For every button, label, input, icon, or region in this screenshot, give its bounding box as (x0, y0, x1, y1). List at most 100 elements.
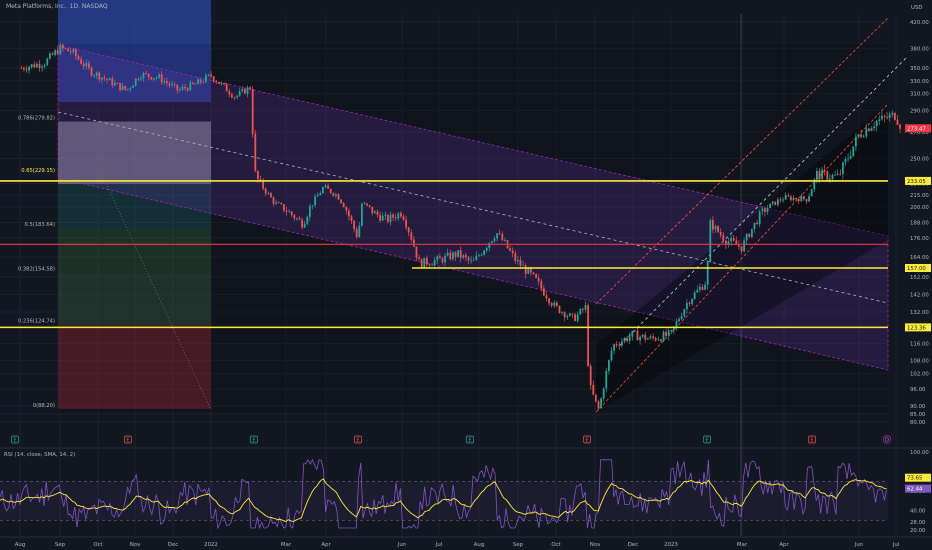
candle-body (163, 81, 166, 83)
candle-body (800, 196, 803, 202)
candle-body (688, 303, 691, 304)
candle-body (680, 316, 683, 320)
candle-body (522, 265, 524, 267)
price-tick-label: 142.00 (910, 292, 929, 298)
symbol-exchange: NASDAQ (81, 3, 108, 10)
earnings-marker[interactable]: E (354, 435, 362, 444)
candle-body (488, 242, 491, 248)
candle-body (623, 338, 626, 342)
candle-body (782, 199, 784, 201)
candle-body (550, 303, 553, 306)
candle-body (691, 298, 693, 304)
time-tick-label: Aug (474, 542, 485, 548)
overlay-lines[interactable] (0, 180, 888, 329)
candle-body (509, 248, 511, 251)
candle-body (72, 49, 75, 53)
candle-body (350, 216, 353, 221)
time-axis[interactable]: Aug Sep Oct Nov Dec 2022 Mar Apr Jun Jul Aug Sep Oct… (0, 536, 932, 548)
price-tick-label: 132.00 (910, 310, 929, 316)
candle-body (158, 74, 160, 78)
candle-body (142, 73, 145, 79)
descending-channel (57, 44, 889, 371)
time-tick-label: Mar (281, 542, 292, 548)
price-tick-label: 290.00 (910, 109, 929, 115)
candle-body (246, 87, 249, 94)
candle-body (594, 394, 597, 402)
candle-body (407, 227, 410, 233)
price-tick-label: 96.00 (910, 387, 926, 393)
candle-body (150, 76, 153, 80)
candle-body (865, 128, 868, 137)
candle-body (249, 87, 251, 90)
candle-body (197, 79, 199, 85)
candle-body (392, 214, 394, 218)
earnings-marker[interactable]: E (250, 435, 258, 444)
candle-body (441, 258, 444, 263)
candle-body (33, 64, 36, 68)
time-tick-label: Dec (628, 542, 638, 548)
candle-body (303, 223, 306, 228)
candle-body (818, 170, 821, 180)
candle-body (870, 128, 873, 131)
candle-body (59, 44, 62, 55)
earnings-marker[interactable]: E (583, 435, 591, 444)
rsi-pane[interactable]: RSI (14, close, SMA, 14, 2)100.0060.0040… (0, 447, 932, 534)
earnings-marker-box (808, 435, 816, 444)
candle-body (397, 213, 400, 219)
candle-body (415, 246, 418, 258)
price-axis[interactable]: USD 420.00 380.00 350.00 330.00 310.00 290.00 2… (905, 5, 931, 426)
candle-body (896, 119, 899, 125)
rsi-tick-label: 20.00 (910, 528, 926, 534)
candle-body (342, 203, 345, 208)
candle-body (480, 254, 483, 256)
price-tick-label: 420.00 (910, 20, 929, 26)
candle-body (675, 321, 678, 327)
candle-body (402, 216, 405, 220)
earnings-marker[interactable]: E (808, 435, 816, 444)
candle-body (433, 260, 436, 265)
candle-body (202, 82, 205, 83)
candle-body (592, 384, 595, 395)
candle-body (160, 74, 163, 83)
fib-zone-65 (58, 184, 211, 229)
candle-body (722, 235, 725, 241)
candle-body (828, 178, 831, 180)
candle-body (371, 206, 374, 214)
earnings-marker[interactable]: E (11, 435, 19, 444)
price-tick-label: 380.00 (910, 46, 929, 52)
candle-body (891, 112, 894, 115)
rsi-sma-flag-label: 73.65 (907, 476, 922, 482)
candle-body (181, 86, 184, 90)
asc-channel-lower (595, 103, 889, 413)
price-tick-label: 330.00 (910, 79, 929, 85)
symbol-name: Meta Platforms, Inc. (6, 3, 66, 10)
candle-body (579, 308, 582, 315)
candle-body (860, 134, 862, 137)
candle-body (576, 314, 579, 322)
candle-body (272, 197, 275, 204)
symbol-header[interactable]: Meta Platforms, Inc., 1D, NASDAQ (6, 3, 108, 10)
candle-body (516, 260, 519, 262)
price-tick-label: 85.00 (910, 412, 926, 418)
drawing-layer[interactable] (57, 0, 909, 413)
candle-body (451, 252, 454, 260)
earnings-marker-box (354, 435, 362, 444)
earnings-marker[interactable]: E (466, 435, 474, 444)
candle-body (639, 336, 641, 341)
candle-body (194, 83, 197, 85)
earnings-marker[interactable]: E (703, 435, 711, 444)
candle-body (243, 89, 246, 94)
rsi-line (0, 458, 887, 530)
candle-body (233, 97, 236, 99)
fib-label: 0.786(279.82) (18, 116, 55, 122)
candle-body (119, 83, 121, 90)
candle-body (389, 214, 392, 222)
fib-label: 0.5(183.64) (25, 222, 55, 228)
candle-body (301, 219, 303, 228)
earnings-marker[interactable]: E (124, 435, 132, 444)
candle-body (763, 208, 766, 212)
candle-body (449, 252, 452, 260)
candle-body (875, 121, 878, 127)
